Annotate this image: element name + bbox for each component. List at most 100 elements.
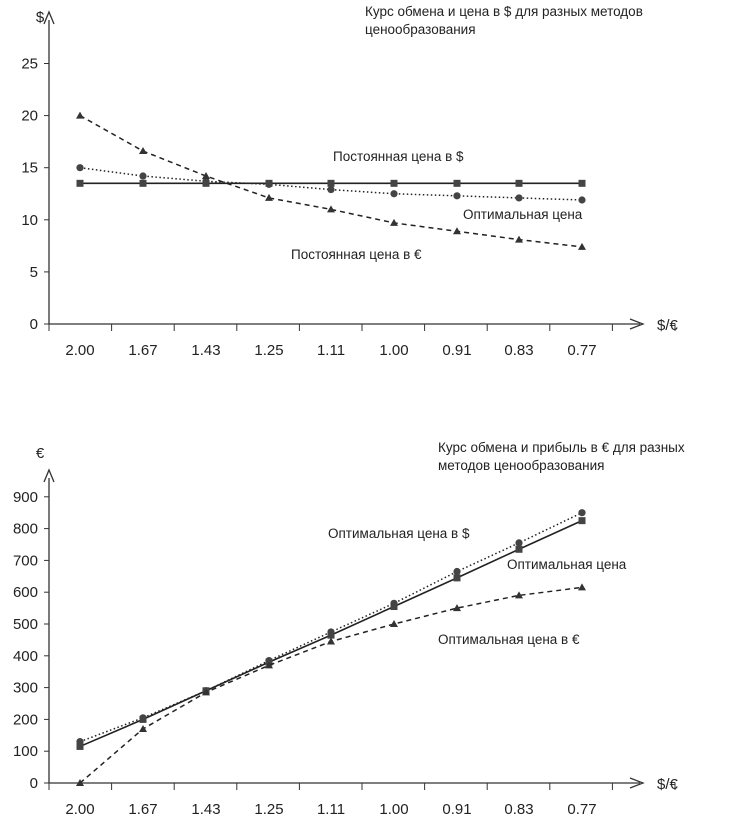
data-point-triangle — [76, 111, 84, 119]
y-tick-label: 700 — [13, 552, 38, 569]
data-point-triangle — [515, 591, 523, 599]
chart-1: $/€ $ Курс обмена и цена в $ для разных ме… — [21, 4, 678, 359]
y-tick-label: 0 — [30, 316, 38, 333]
data-point-circle — [578, 509, 586, 517]
data-point-triangle — [578, 242, 586, 250]
y-tick-label: 900 — [13, 489, 38, 506]
data-point-square — [327, 631, 335, 639]
data-point-square — [139, 715, 147, 723]
data-point-circle — [453, 192, 461, 200]
series-label: Оптимальная цена в € — [438, 632, 580, 647]
y-tick-label: 800 — [13, 521, 38, 538]
x-tick-label: 0.83 — [504, 801, 533, 818]
y-axis-label: € — [36, 445, 45, 462]
data-point-triangle — [515, 235, 523, 243]
data-point-square — [327, 179, 335, 187]
series-line — [79, 114, 583, 248]
series-triangle — [76, 111, 586, 250]
y-tick-label: 5 — [30, 264, 38, 281]
series-circle — [76, 509, 586, 746]
y-tick-label: 15 — [21, 160, 38, 177]
data-point-triangle — [202, 172, 210, 180]
data-point-square — [453, 574, 461, 582]
data-point-circle — [515, 539, 523, 547]
y-tick-label: 600 — [13, 584, 38, 601]
data-point-circle — [139, 172, 147, 180]
x-axis-label: $/€ — [657, 317, 679, 334]
series-line — [79, 586, 583, 784]
data-point-square — [76, 742, 84, 750]
chart-title: ценообразования — [365, 22, 476, 37]
series-label: Оптимальная цена — [507, 557, 627, 572]
x-axis-arrow — [629, 777, 645, 789]
y-tick-label: 25 — [21, 56, 38, 73]
y-axis-arrow — [43, 468, 55, 483]
x-tick-label: 1.67 — [128, 801, 157, 818]
series-square — [76, 179, 586, 187]
data-point-triangle — [390, 620, 398, 627]
data-point-circle — [76, 164, 84, 172]
data-point-triangle — [265, 661, 273, 669]
data-point-square — [515, 545, 523, 553]
series-label: Оптимальная цена в $ — [328, 526, 470, 541]
data-point-square — [515, 179, 523, 187]
x-tick-label: 1.11 — [317, 801, 345, 818]
data-point-triangle — [139, 147, 147, 155]
x-tick-label: 1.00 — [379, 342, 408, 359]
series-label: Постоянная цена в $ — [333, 149, 464, 164]
series-label: Постоянная цена в € — [291, 247, 422, 262]
y-tick-label: 200 — [13, 711, 38, 728]
data-point-square — [578, 517, 586, 525]
x-tick-label: 1.11 — [317, 342, 345, 359]
x-tick-label: 1.43 — [191, 801, 220, 818]
x-axis-arrow — [629, 318, 645, 330]
y-tick-label: 100 — [13, 743, 38, 760]
series-circle — [76, 164, 586, 204]
y-axis-arrow — [43, 10, 55, 25]
x-tick-label: 1.25 — [254, 342, 283, 359]
data-point-circle — [453, 567, 461, 576]
data-point-square — [139, 179, 147, 187]
data-point-triangle — [202, 688, 210, 696]
x-tick-label: 1.67 — [128, 342, 157, 359]
data-point-triangle — [453, 227, 461, 235]
y-axis-label: $ — [36, 9, 45, 26]
chart-2: $/€ € Курс обмена и прибыль в € для разных… — [13, 440, 685, 818]
data-point-square — [578, 179, 586, 187]
chart-title: методов ценообразования — [438, 458, 604, 473]
x-axis-label: $/€ — [657, 776, 679, 793]
chart-title: Курс обмена и цена в $ для разных методо… — [365, 4, 643, 19]
data-point-circle — [390, 190, 398, 198]
x-tick-label: 0.91 — [442, 801, 471, 818]
x-tick-label: 1.43 — [191, 342, 220, 359]
chart-title: Курс обмена и прибыль в € для разных — [438, 440, 685, 455]
data-point-triangle — [453, 604, 461, 612]
data-point-triangle — [76, 779, 84, 786]
series-line — [79, 512, 583, 743]
y-tick-label: 20 — [21, 108, 38, 125]
series-label: Оптимальная цена — [463, 207, 583, 222]
data-point-square — [453, 179, 461, 187]
x-tick-label: 1.00 — [379, 801, 408, 818]
data-point-triangle — [390, 218, 398, 226]
data-point-circle — [202, 177, 210, 185]
data-point-square — [390, 179, 398, 187]
data-point-triangle — [327, 637, 335, 645]
y-tick-label: 300 — [13, 680, 38, 697]
data-point-square — [76, 179, 84, 187]
x-tick-label: 2.00 — [65, 801, 94, 818]
x-tick-label: 0.83 — [504, 342, 533, 359]
x-tick-label: 0.91 — [442, 342, 471, 359]
y-tick-label: 400 — [13, 648, 38, 665]
y-tick-label: 10 — [21, 212, 38, 229]
data-point-circle — [327, 185, 335, 194]
data-point-circle — [515, 194, 523, 202]
x-tick-label: 0.77 — [567, 342, 596, 359]
data-point-triangle — [327, 205, 335, 213]
y-tick-label: 0 — [30, 775, 38, 792]
x-tick-label: 0.77 — [567, 801, 596, 818]
data-point-triangle — [265, 193, 273, 201]
data-point-circle — [578, 196, 586, 204]
data-point-circle — [265, 180, 273, 188]
